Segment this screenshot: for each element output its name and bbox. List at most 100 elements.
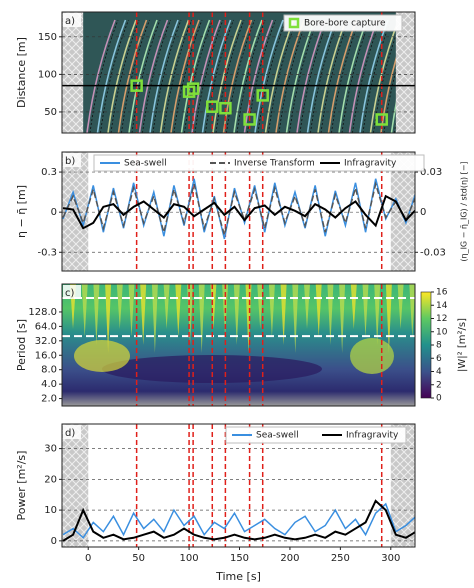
wavelet-feature: [187, 284, 193, 345]
masked-range: [62, 12, 84, 133]
timestack-trace: [236, 19, 266, 133]
wavelet-feature: [233, 284, 240, 345]
timestack-trace: [411, 111, 415, 133]
timestack-trace: [96, 19, 127, 133]
x-tick-label: 0: [85, 553, 91, 564]
timestack-trace: [194, 19, 224, 133]
panel-label: b): [65, 156, 75, 167]
y-tick-label: 20: [44, 474, 57, 485]
wavelet-feature: [116, 284, 123, 329]
timestack-trace: [131, 19, 161, 133]
series-line: [62, 502, 415, 539]
wavelet-feature: [304, 284, 310, 329]
series-line: [62, 499, 415, 542]
legend-label: Sea-swell: [256, 431, 299, 441]
timestack-trace: [437, 20, 465, 133]
capture-marker: [130, 79, 143, 92]
colorbar-tick-label: 6: [436, 354, 442, 364]
y-axis-label: Power [m²/s]: [15, 451, 28, 521]
legend-label: Inverse Transform: [234, 159, 315, 169]
legend-marker: [288, 17, 300, 29]
panel-label: a): [65, 16, 75, 27]
x-tick-label: 150: [230, 553, 249, 564]
y-tick-label: 0: [51, 536, 57, 547]
wavelet-feature: [292, 284, 299, 353]
x-tick-label: 200: [280, 553, 299, 564]
wavelet-feature: [397, 284, 404, 329]
y-tick-label: 10: [44, 505, 57, 516]
plot-bg: [62, 424, 415, 547]
y-tick-label: 2.0: [41, 394, 57, 405]
y2-tick-label: 0: [420, 207, 426, 218]
y-tick-label: 0.3: [41, 167, 57, 178]
wavelet-feature: [350, 338, 394, 374]
wavelet-feature: [140, 284, 147, 345]
timestack-trace: [163, 19, 192, 133]
legend-box: [93, 154, 425, 172]
timestack-trace: [257, 19, 287, 133]
panel-label-box: [63, 13, 81, 27]
timestack-trace: [107, 19, 137, 133]
colorbar-tick-label: 14: [436, 301, 448, 311]
y-axis-label: Distance [m]: [15, 37, 28, 108]
timestack-trace: [180, 19, 211, 133]
capture-marker: [375, 113, 388, 126]
timestack-trace: [205, 19, 234, 133]
wavelet-feature: [385, 284, 392, 353]
timestack-trace: [426, 20, 454, 133]
masked-range: [395, 12, 415, 133]
wavelet-feature: [327, 284, 334, 345]
colorbar-label: |W|² [m²/s]: [457, 318, 468, 372]
y2-axis-label: (η_IG − η̄_IG) / std(η) [−]: [460, 161, 469, 261]
timestack-trace: [110, 19, 140, 133]
colorbar-tick-label: 4: [436, 367, 442, 377]
capture-marker: [186, 82, 200, 95]
series-line: [62, 194, 415, 230]
wavelet-feature: [198, 284, 205, 353]
legend-label: Sea-swell: [124, 159, 167, 169]
wavelet-feature: [163, 284, 170, 329]
colorbar-tick-label: 16: [436, 288, 448, 298]
legend-label: Bore-bore capture: [304, 19, 386, 29]
wavelet-feature: [105, 284, 112, 353]
y-tick-label: 150: [38, 32, 57, 43]
x-axis-label: Time [s]: [215, 570, 261, 583]
legend-box: [225, 426, 407, 444]
capture-marker: [256, 89, 269, 102]
panel-label-box: [63, 153, 81, 167]
plot-area: [62, 12, 465, 133]
legend-label: Infragravity: [344, 159, 397, 169]
y-tick-label: 0: [51, 207, 57, 218]
timestack-trace: [149, 19, 179, 133]
wavelet-feature: [151, 284, 158, 353]
timestack-trace: [233, 19, 263, 133]
colorbar-tick-label: 2: [436, 380, 442, 390]
colorbar-tick-label: 8: [436, 341, 442, 351]
wavelet-feature: [339, 284, 346, 353]
y-tick-label: 4.0: [41, 379, 57, 390]
y-tick-label: 30: [44, 444, 57, 455]
x-tick-label: 300: [381, 553, 400, 564]
y-tick-label: 64.0: [35, 321, 57, 332]
y-tick-label: 50: [44, 107, 57, 118]
timestack-trace: [89, 19, 119, 133]
panel-label-box: [63, 425, 81, 439]
y-tick-label: 100: [38, 69, 57, 80]
timestack-trace: [215, 19, 245, 133]
y-tick-label: 128.0: [28, 307, 57, 318]
axes-frame: [61, 11, 416, 134]
x-tick-label: 100: [180, 553, 199, 564]
wavelet-feature: [93, 284, 100, 345]
legend-box: [283, 14, 403, 32]
wavelet-feature: [350, 284, 357, 329]
series-line: [62, 181, 415, 236]
wavelet-feature: [374, 284, 381, 345]
capture-marker: [243, 113, 256, 126]
timestack-trace: [423, 20, 451, 133]
axes-frame: [61, 151, 416, 272]
wavelet-feature: [74, 340, 130, 372]
y-axis-label: Period [s]: [15, 319, 28, 371]
panel-label-box: [63, 285, 81, 299]
timestack-trace: [152, 19, 182, 133]
